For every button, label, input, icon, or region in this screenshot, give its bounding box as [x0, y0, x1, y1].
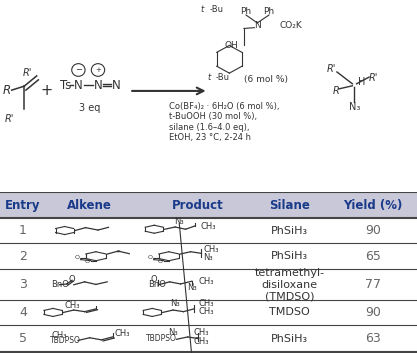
- Text: N: N: [94, 78, 102, 91]
- Text: PhSiH₃: PhSiH₃: [271, 334, 309, 343]
- Text: Ph: Ph: [264, 7, 274, 16]
- Text: BnO: BnO: [51, 280, 69, 289]
- Text: Entry: Entry: [5, 199, 41, 212]
- Text: N: N: [254, 21, 261, 30]
- Text: CH₃: CH₃: [201, 222, 216, 231]
- Text: H: H: [358, 77, 366, 87]
- Text: CH₃: CH₃: [193, 337, 208, 346]
- Text: OH: OH: [225, 41, 238, 50]
- Text: Ts: Ts: [60, 78, 72, 91]
- Text: Yield (%): Yield (%): [344, 199, 403, 212]
- Text: 65: 65: [365, 250, 381, 263]
- Bar: [0, 192, 417, 218]
- Text: CO₂K: CO₂K: [279, 21, 302, 30]
- Text: R': R': [327, 64, 336, 74]
- Text: O: O: [151, 275, 158, 283]
- Text: R': R': [5, 114, 14, 124]
- Text: 63: 63: [365, 332, 381, 345]
- Text: -Bu: -Bu: [216, 73, 230, 82]
- Text: CH₃: CH₃: [198, 277, 214, 286]
- Text: 3 eq: 3 eq: [79, 102, 100, 113]
- Text: R: R: [2, 84, 10, 97]
- Text: CH₃: CH₃: [198, 299, 214, 308]
- Text: Silane: Silane: [269, 199, 310, 212]
- Text: N₃: N₃: [349, 102, 360, 112]
- Text: tetramethyl-
disiloxane
(TMDSO): tetramethyl- disiloxane (TMDSO): [255, 268, 325, 301]
- Text: R': R': [23, 68, 32, 78]
- Text: 3: 3: [19, 278, 27, 291]
- Text: t: t: [201, 5, 204, 14]
- Text: BnO: BnO: [148, 280, 166, 289]
- Text: Alkene: Alkene: [67, 199, 112, 212]
- Text: R: R: [332, 86, 339, 96]
- Text: PhSiH₃: PhSiH₃: [271, 251, 309, 261]
- Text: 4: 4: [19, 306, 27, 319]
- Text: t: t: [208, 73, 211, 82]
- Text: CH₃: CH₃: [203, 245, 219, 253]
- Text: O: O: [148, 255, 153, 260]
- Text: N₃: N₃: [187, 283, 197, 292]
- Text: O: O: [85, 259, 90, 264]
- Text: 2: 2: [19, 250, 27, 263]
- Text: N: N: [74, 78, 83, 91]
- Text: O: O: [69, 275, 75, 283]
- Text: Product: Product: [172, 199, 224, 212]
- Text: TMDSO: TMDSO: [269, 307, 310, 317]
- Text: N₃: N₃: [168, 328, 178, 337]
- Text: PhSiH₃: PhSiH₃: [271, 226, 309, 235]
- Text: O: O: [158, 259, 163, 264]
- Text: N: N: [112, 78, 120, 91]
- Text: N₃: N₃: [170, 299, 180, 308]
- Text: Ph: Ph: [241, 7, 251, 16]
- Text: +: +: [40, 83, 53, 98]
- Text: +: +: [95, 67, 101, 73]
- Text: 1: 1: [19, 224, 27, 237]
- Text: 77: 77: [365, 278, 381, 291]
- Text: CH₃: CH₃: [51, 331, 67, 340]
- Text: O: O: [75, 255, 80, 260]
- Text: R': R': [369, 73, 378, 83]
- Text: 90: 90: [365, 224, 381, 237]
- Text: 5: 5: [19, 332, 27, 345]
- Text: TBDPSO: TBDPSO: [50, 336, 81, 346]
- Text: 90: 90: [365, 306, 381, 319]
- Text: (6 mol %): (6 mol %): [244, 74, 288, 84]
- Text: -Bu: -Bu: [209, 5, 224, 14]
- Text: N₃: N₃: [203, 252, 213, 262]
- Text: Co(BF₄)₂ · 6H₂O (6 mol %),
t-BuOOH (30 mol %),
silane (1.6–4.0 eq),
EtOH, 23 °C,: Co(BF₄)₂ · 6H₂O (6 mol %), t-BuOOH (30 m…: [169, 102, 279, 142]
- Text: N₃: N₃: [174, 217, 184, 226]
- Text: −: −: [75, 65, 82, 74]
- Text: CH₃: CH₃: [64, 301, 80, 310]
- Text: CH₃: CH₃: [194, 328, 209, 337]
- Text: TBDPSO: TBDPSO: [146, 334, 177, 343]
- Text: CH₃: CH₃: [198, 307, 214, 316]
- Text: CH₃: CH₃: [115, 329, 130, 338]
